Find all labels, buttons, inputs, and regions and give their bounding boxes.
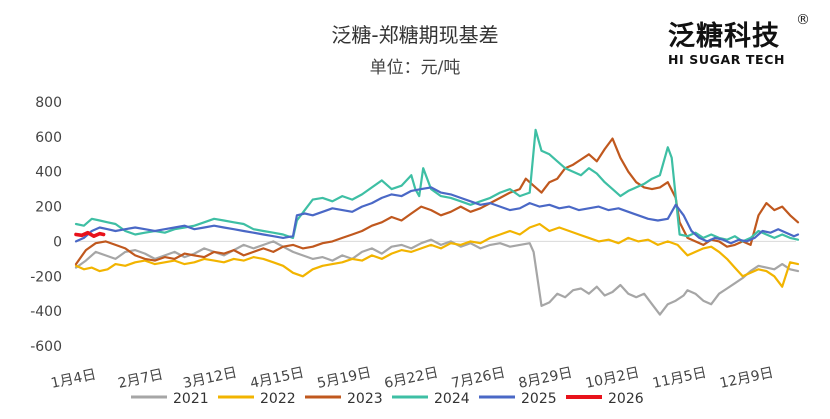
y-tick-label: 0: [53, 234, 62, 250]
x-tick-label: 3月12日: [182, 365, 239, 392]
x-tick-label: 12月9日: [718, 365, 775, 392]
x-tick-label: 7月26日: [450, 365, 507, 392]
chart-subtitle: 单位：元/吨: [369, 58, 461, 78]
brand-logo: 泛糖科技 ® HI SUGAR TECH: [668, 12, 810, 67]
series-line-2022: [74, 222, 800, 288]
y-tick-label: 400: [35, 165, 62, 181]
x-tick-label: 8月29日: [517, 365, 574, 392]
legend-label-2021: 2021: [173, 391, 209, 407]
logo-subtitle: HI SUGAR TECH: [668, 52, 786, 67]
x-tick-label: 4月15日: [249, 365, 306, 392]
chart-axes: -600 -400 -200 0 200 400 600 800 1月4日 2月7日 3月12日 4月…: [30, 95, 796, 392]
series-line-2023: [74, 137, 800, 266]
y-tick-label: -200: [30, 269, 62, 285]
series-line-2024: [74, 128, 800, 243]
x-tick-label: 2月7日: [117, 367, 165, 392]
y-tick-label: -400: [30, 304, 62, 320]
logo-wordmark: 泛糖科技: [668, 21, 780, 52]
x-tick-label: 10月2日: [584, 365, 641, 392]
legend-label-2025: 2025: [521, 391, 557, 407]
x-tick-label: 5月19日: [316, 365, 373, 392]
chart-series: [74, 128, 800, 316]
y-tick-label: 200: [35, 200, 62, 216]
series-line-2026: [74, 230, 106, 238]
series-line-2021: [74, 238, 800, 316]
y-tick-label: -600: [30, 339, 62, 355]
legend-label-2022: 2022: [260, 391, 296, 407]
x-tick-label: 11月5日: [651, 365, 708, 392]
legend-label-2026: 2026: [608, 391, 644, 407]
x-tick-label: 1月4日: [50, 367, 98, 392]
y-tick-label: 600: [35, 130, 62, 146]
x-tick-label: 6月22日: [383, 365, 440, 392]
series-line-2025: [74, 186, 800, 245]
chart-legend: 2021 2022 2023 2024 2025 2026: [131, 391, 644, 407]
legend-label-2024: 2024: [434, 391, 470, 407]
y-tick-label: 800: [35, 95, 62, 111]
registered-mark: ®: [796, 12, 810, 28]
legend-label-2023: 2023: [347, 391, 383, 407]
page-title: 泛糖-郑糖期现基差: [331, 23, 499, 47]
